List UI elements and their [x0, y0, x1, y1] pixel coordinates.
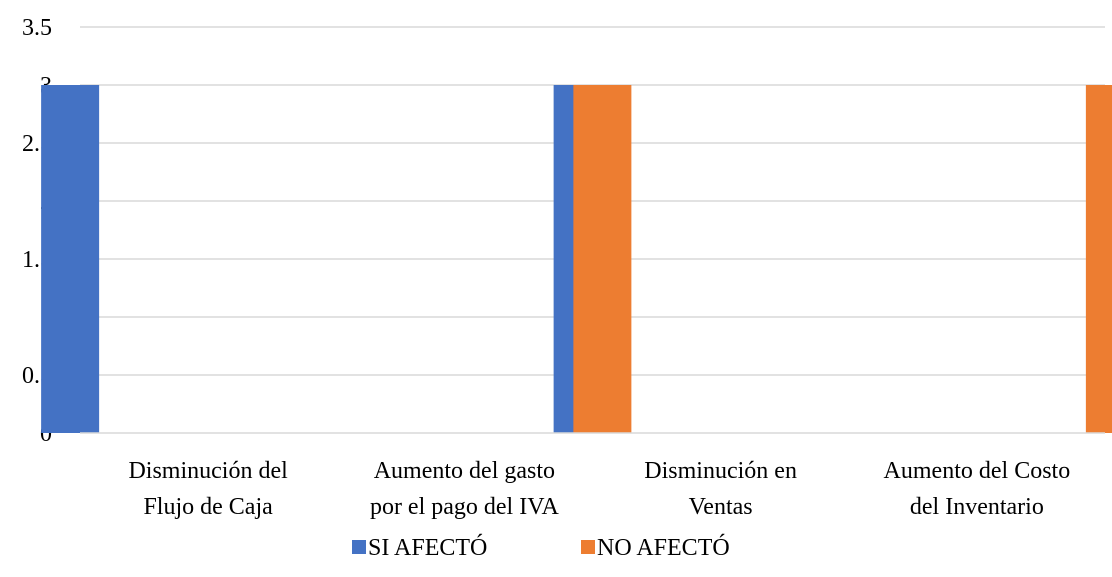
category-label: Disminución en Ventas — [644, 458, 797, 520]
legend-swatch — [581, 540, 595, 554]
legend-label: NO AFECTÓ — [597, 534, 730, 561]
category-label-line: Aumento del gasto — [374, 458, 555, 484]
category-label-line: del Inventario — [910, 494, 1044, 520]
category-label-line: Ventas — [689, 494, 753, 520]
legend: SI AFECTÓ NO AFECTÓ — [352, 534, 730, 561]
bar-no-afecto — [573, 85, 632, 433]
legend-item: NO AFECTÓ — [581, 534, 730, 561]
category-label: Disminución del Flujo de Caja — [128, 458, 288, 520]
category-label-line: Aumento del Costo — [884, 458, 1071, 484]
bars — [41, 85, 1112, 433]
legend-swatch — [352, 540, 366, 554]
bar-si-afecto — [41, 85, 100, 433]
category-label: Aumento del Costo del Inventario — [884, 458, 1071, 520]
bar-no-afecto — [1085, 85, 1112, 433]
category-label-line: Disminución del — [128, 458, 288, 484]
category-label-line: por el pago del IVA — [370, 494, 560, 520]
y-tick-label: 3.5 — [22, 15, 52, 41]
legend-label: SI AFECTÓ — [368, 534, 487, 561]
category-label-line: Flujo de Caja — [143, 494, 273, 520]
x-axis-category-labels: Disminución del Flujo de Caja Aumento del … — [128, 458, 1070, 520]
legend-item: SI AFECTÓ — [352, 534, 487, 561]
category-label-line: Disminución en — [644, 458, 797, 484]
category-label: Aumento del gasto por el pago del IVA — [370, 458, 560, 520]
